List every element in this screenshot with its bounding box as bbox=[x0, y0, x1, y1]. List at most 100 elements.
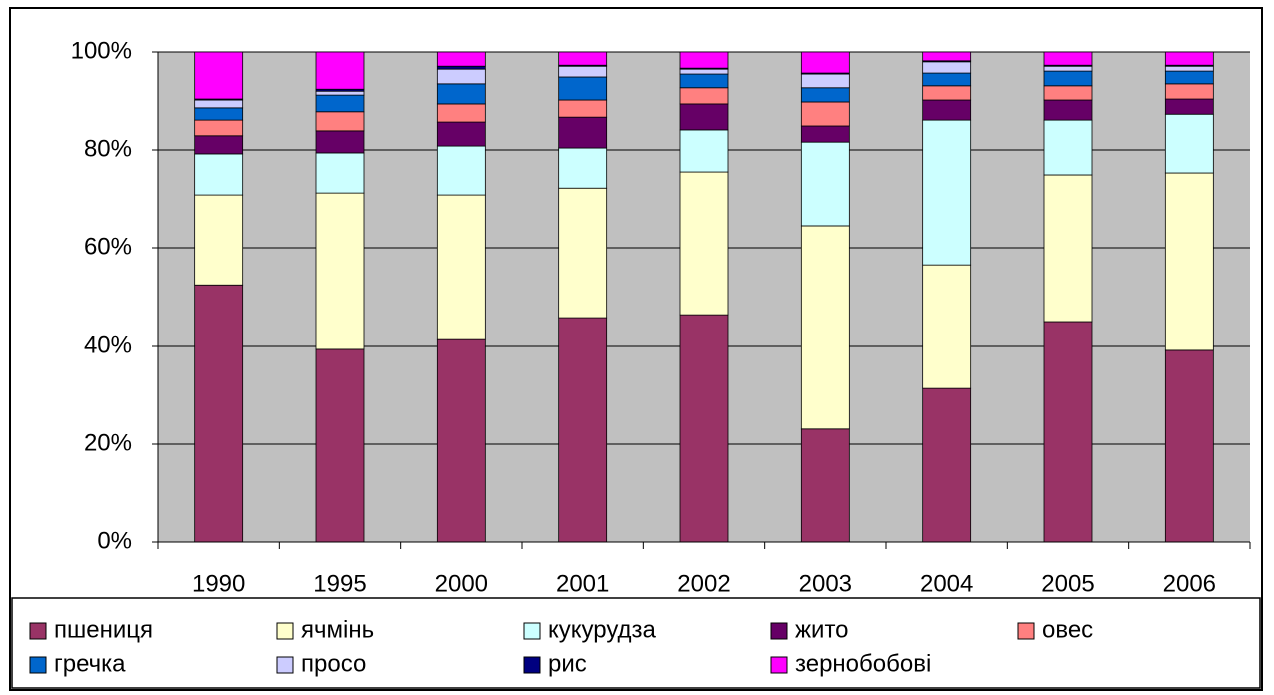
bar-segment bbox=[800, 141, 850, 227]
bar-segment bbox=[558, 147, 608, 189]
x-tick-label: 2001 bbox=[556, 570, 609, 597]
bar-segment bbox=[1043, 174, 1093, 323]
bar-segment bbox=[922, 51, 972, 62]
bar-segment bbox=[315, 111, 365, 132]
bar-segment bbox=[194, 135, 244, 155]
bar-segment bbox=[922, 119, 972, 266]
bar-segment bbox=[1043, 119, 1093, 176]
bar-segment bbox=[436, 51, 486, 67]
bar-segment bbox=[436, 103, 486, 123]
y-tick-label: 40% bbox=[84, 331, 132, 358]
y-tick-label: 20% bbox=[84, 429, 132, 456]
legend-label: зернобобові bbox=[795, 650, 931, 677]
bar-segment bbox=[436, 145, 486, 196]
bar-segment bbox=[1164, 172, 1214, 351]
bar-segment bbox=[436, 121, 486, 147]
x-tick-label: 2006 bbox=[1163, 570, 1216, 597]
bar-segment bbox=[922, 72, 972, 87]
bar-segment bbox=[1164, 65, 1214, 72]
x-tick-label: 2005 bbox=[1041, 570, 1094, 597]
bar-segment bbox=[558, 65, 608, 78]
bar-segment bbox=[315, 348, 365, 543]
y-tick-label: 100% bbox=[71, 37, 132, 64]
bar-segment bbox=[922, 61, 972, 74]
y-tick-label: 0% bbox=[97, 527, 132, 554]
bar-segment bbox=[436, 194, 486, 340]
bar-segment bbox=[1043, 70, 1093, 87]
bar-segment bbox=[436, 338, 486, 543]
bar-segment bbox=[558, 99, 608, 118]
legend-swatch bbox=[276, 656, 294, 674]
bar-segment bbox=[800, 73, 850, 89]
bar-segment bbox=[922, 99, 972, 121]
bar-segment bbox=[800, 428, 850, 543]
bar-segment bbox=[1164, 349, 1214, 543]
bar-segment bbox=[679, 171, 729, 316]
bar-segment bbox=[315, 152, 365, 194]
legend-label: овес bbox=[1042, 616, 1093, 643]
legend-swatch bbox=[29, 622, 47, 640]
bar-segment bbox=[558, 187, 608, 319]
x-tick-label: 2000 bbox=[435, 570, 488, 597]
bar-segment bbox=[1164, 51, 1214, 66]
legend-label: кукурудза bbox=[548, 616, 657, 643]
legend-swatch bbox=[770, 656, 788, 674]
bar-segment bbox=[194, 119, 244, 137]
bar-segment bbox=[800, 101, 850, 127]
bar-segment bbox=[800, 87, 850, 103]
x-tick-label: 1990 bbox=[192, 570, 245, 597]
bar-segment bbox=[922, 85, 972, 101]
bar-segment bbox=[436, 68, 486, 85]
legend-label: рис bbox=[548, 650, 587, 677]
bar-segment bbox=[679, 68, 729, 75]
bar-segment bbox=[194, 153, 244, 196]
bar-segment bbox=[315, 130, 365, 154]
bar-segment bbox=[558, 51, 608, 66]
bar-segment bbox=[800, 51, 850, 74]
bar-segment bbox=[679, 103, 729, 131]
bar-segment bbox=[1043, 85, 1093, 101]
bar-segment bbox=[194, 107, 244, 121]
bar-segment bbox=[1164, 70, 1214, 85]
legend-label: гречка bbox=[54, 650, 126, 677]
legend-swatch bbox=[276, 622, 294, 640]
legend-swatch bbox=[523, 656, 541, 674]
bar-segment bbox=[800, 225, 850, 430]
y-tick-label: 60% bbox=[84, 233, 132, 260]
bar-segment bbox=[679, 314, 729, 543]
bar-segment bbox=[679, 87, 729, 105]
bar-segment bbox=[679, 73, 729, 89]
bar-segment bbox=[1164, 113, 1214, 174]
bar-segment bbox=[922, 264, 972, 389]
legend-swatch bbox=[770, 622, 788, 640]
bar-segment bbox=[315, 192, 365, 350]
bar-segment bbox=[194, 194, 244, 286]
legend-swatch bbox=[29, 656, 47, 674]
bar-segment bbox=[194, 284, 244, 543]
bar-segment bbox=[679, 51, 729, 69]
legend-box bbox=[11, 597, 1261, 689]
bar-segment bbox=[436, 65, 486, 70]
bar-segment bbox=[315, 51, 365, 90]
bar-segment bbox=[558, 317, 608, 543]
x-tick-label: 2003 bbox=[799, 570, 852, 597]
bar-segment bbox=[1043, 51, 1093, 66]
legend-label: жито bbox=[795, 616, 849, 643]
legend-swatch bbox=[1017, 622, 1035, 640]
bar-segment bbox=[1043, 321, 1093, 543]
x-tick-label: 2004 bbox=[920, 570, 973, 597]
bar-segment bbox=[1164, 83, 1214, 100]
legend-label: ячмінь bbox=[301, 616, 374, 643]
legend-label: пшениця bbox=[54, 616, 153, 643]
bar-segment bbox=[558, 76, 608, 101]
bar-segment bbox=[800, 125, 850, 143]
bar-segment bbox=[1043, 65, 1093, 72]
x-tick-label: 1995 bbox=[313, 570, 366, 597]
bar-segment bbox=[436, 83, 486, 105]
y-tick-label: 80% bbox=[84, 135, 132, 162]
bar-segment bbox=[679, 129, 729, 173]
legend-swatch bbox=[523, 622, 541, 640]
bar-segment bbox=[194, 51, 244, 100]
bar-segment bbox=[1164, 98, 1214, 115]
